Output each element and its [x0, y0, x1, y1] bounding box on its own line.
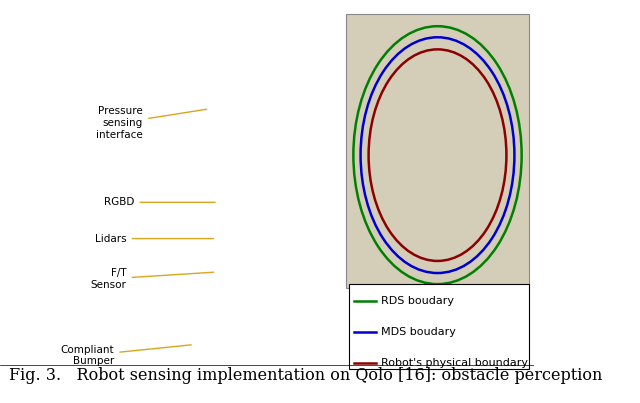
Bar — [0, 10, 344, 365]
Bar — [0, 365, 534, 403]
Bar — [349, 284, 529, 369]
Bar — [346, 14, 529, 288]
Text: RDS boudary: RDS boudary — [381, 297, 454, 306]
Text: Compliant
Bumper: Compliant Bumper — [61, 345, 191, 366]
Text: Fig. 3.   Robot sensing implementation on Qolo [16]: obstacle perception: Fig. 3. Robot sensing implementation on … — [9, 367, 602, 384]
Text: MDS boudary: MDS boudary — [381, 328, 456, 337]
Text: Lidars: Lidars — [95, 234, 214, 243]
Text: Robot's physical boundary: Robot's physical boundary — [381, 358, 528, 368]
Text: RGBD: RGBD — [104, 197, 215, 207]
Text: F/T
Sensor: F/T Sensor — [91, 268, 214, 290]
Text: Pressure
sensing
interface: Pressure sensing interface — [97, 106, 207, 139]
